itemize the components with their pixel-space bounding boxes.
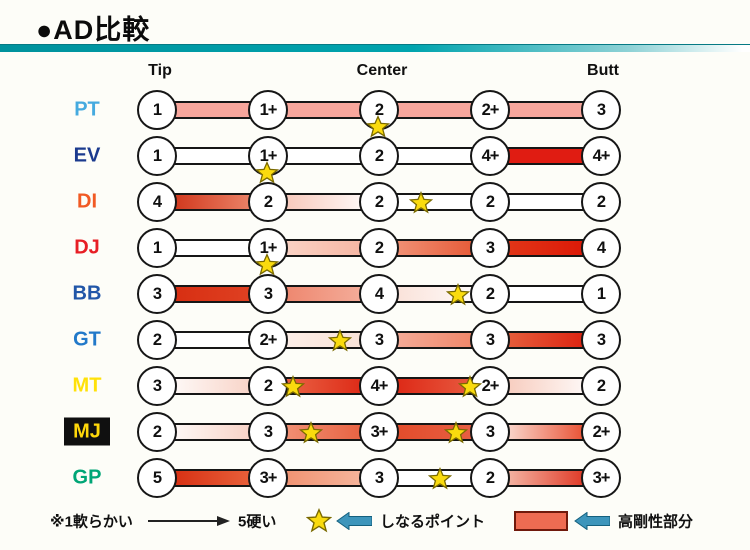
stiffness-node-bb-5: 1 <box>581 274 621 314</box>
stiffness-node-gp-1: 5 <box>137 458 177 498</box>
stiffness-node-bb-3: 4 <box>359 274 399 314</box>
left-arrow-icon <box>574 511 611 531</box>
stiffness-node-gt-5: 3 <box>581 320 621 360</box>
stiffness-node-pt-4: 2+ <box>470 90 510 130</box>
stiffness-node-di-3: 2 <box>359 182 399 222</box>
row-label-dj: DJ <box>74 236 100 259</box>
legend-stiff-label: 高剛性部分 <box>618 513 694 531</box>
stiffness-node-gp-4: 2 <box>470 458 510 498</box>
stiffness-node-gp-2: 3+ <box>248 458 288 498</box>
bend-point-star-icon <box>327 328 353 353</box>
stiffness-node-di-4: 2 <box>470 182 510 222</box>
right-arrow-icon <box>148 515 230 527</box>
legend: ※1軟らかい 5硬い しなるポイント 高剛性部分 <box>0 503 750 539</box>
row-label-gt: GT <box>73 328 101 351</box>
bend-point-star-icon <box>445 282 471 307</box>
stiffness-node-ev-4: 4+ <box>470 136 510 176</box>
stiffness-node-pt-5: 3 <box>581 90 621 130</box>
column-header-center: Center <box>356 62 408 79</box>
bend-point-star-icon <box>443 420 469 445</box>
stiffness-node-pt-1: 1 <box>137 90 177 130</box>
row-label-bb: BB <box>72 282 102 305</box>
page-title: ●AD比較 <box>36 15 151 45</box>
stiffness-node-pt-2: 1+ <box>248 90 288 130</box>
stiffness-node-bb-2: 3 <box>248 274 288 314</box>
stiffness-node-mj-3: 3+ <box>359 412 399 452</box>
stiff-swatch <box>514 511 568 531</box>
bend-point-star-icon <box>298 420 324 445</box>
row-label-gp: GP <box>72 466 102 489</box>
column-header-butt: Butt <box>587 62 619 79</box>
bend-point-star-icon <box>280 374 306 399</box>
bend-point-star-icon <box>254 160 280 185</box>
row-label-ev: EV <box>73 144 101 167</box>
stiffness-node-ev-5: 4+ <box>581 136 621 176</box>
stiffness-node-mj-4: 3 <box>470 412 510 452</box>
title-underline-rule <box>0 44 750 52</box>
stiffness-node-ev-3: 2 <box>359 136 399 176</box>
bend-point-star-icon <box>254 252 280 277</box>
stiffness-node-mt-5: 2 <box>581 366 621 406</box>
row-label-di: DI <box>77 190 97 213</box>
row-label-mt: MT <box>72 374 102 397</box>
stiffness-node-di-5: 2 <box>581 182 621 222</box>
bend-point-star-icon <box>365 114 391 139</box>
column-header-tip: Tip <box>148 62 172 79</box>
left-arrow-icon <box>336 511 373 531</box>
bend-point-star-icon <box>457 374 483 399</box>
stiffness-node-gp-3: 3 <box>359 458 399 498</box>
stiffness-node-di-2: 2 <box>248 182 288 222</box>
stiffness-node-gt-2: 2+ <box>248 320 288 360</box>
stiffness-node-gt-3: 3 <box>359 320 399 360</box>
stiffness-node-gp-5: 3+ <box>581 458 621 498</box>
stiffness-node-ev-1: 1 <box>137 136 177 176</box>
star-icon <box>305 507 333 534</box>
stiffness-node-mj-1: 2 <box>137 412 177 452</box>
stiffness-node-gt-1: 2 <box>137 320 177 360</box>
stiffness-node-gt-4: 3 <box>470 320 510 360</box>
stiffness-node-dj-3: 2 <box>359 228 399 268</box>
stiffness-node-mj-2: 3 <box>248 412 288 452</box>
legend-scale-soft-label: ※1軟らかい <box>50 513 133 531</box>
bend-point-star-icon <box>408 190 434 215</box>
bend-point-star-icon <box>427 466 453 491</box>
stiffness-node-mt-1: 3 <box>137 366 177 406</box>
stiffness-node-mt-3: 4+ <box>359 366 399 406</box>
stiffness-node-dj-4: 3 <box>470 228 510 268</box>
stiffness-node-bb-4: 2 <box>470 274 510 314</box>
stiffness-node-mj-5: 2+ <box>581 412 621 452</box>
row-label-pt: PT <box>74 98 100 121</box>
stiffness-node-dj-5: 4 <box>581 228 621 268</box>
legend-star-label: しなるポイント <box>380 513 486 531</box>
stiffness-node-dj-1: 1 <box>137 228 177 268</box>
legend-scale-hard-label: 5硬い <box>238 513 277 531</box>
stiffness-node-di-1: 4 <box>137 182 177 222</box>
stiffness-node-bb-1: 3 <box>137 274 177 314</box>
row-label-mj: MJ <box>47 417 127 446</box>
